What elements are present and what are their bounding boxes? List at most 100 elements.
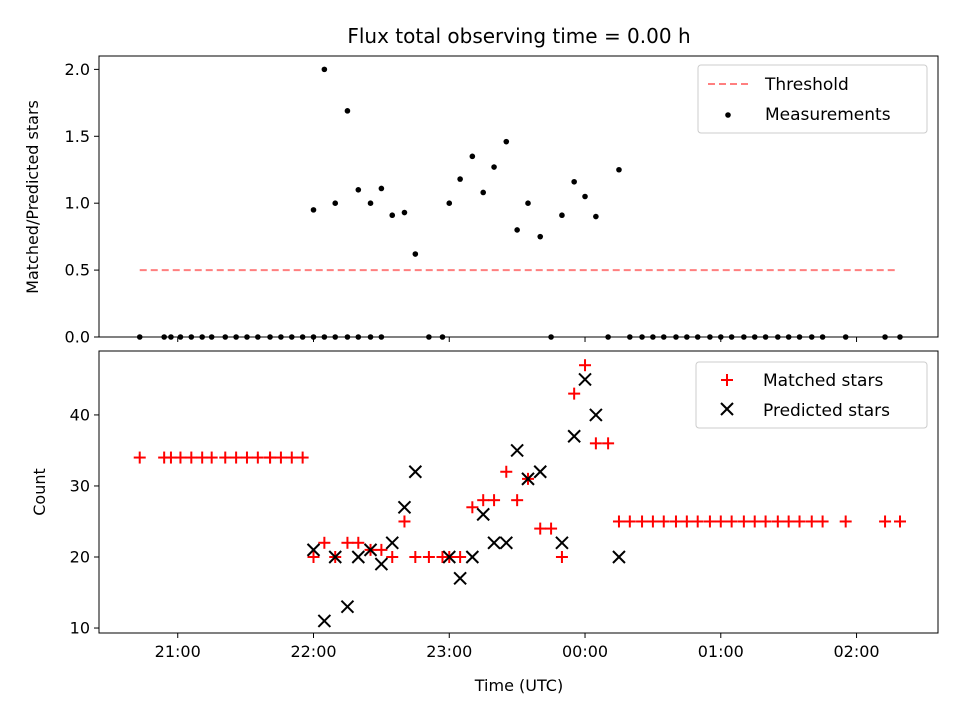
matched-star-marker xyxy=(285,451,298,464)
threshold-legend-label: Threshold xyxy=(764,75,849,95)
matched-star-marker xyxy=(352,536,365,549)
matched-star-marker xyxy=(318,536,331,549)
predicted-star-marker xyxy=(385,536,399,550)
matched-star-marker xyxy=(240,451,253,464)
predicted-star-marker xyxy=(533,465,547,479)
matched-star-marker xyxy=(579,359,592,372)
top-axes-frame xyxy=(98,55,939,338)
predicted-star-marker xyxy=(374,557,389,571)
matched-star-marker xyxy=(725,515,738,528)
measurement-point xyxy=(378,185,385,192)
matched-legend-swatch xyxy=(721,374,733,386)
measurement-point xyxy=(446,200,453,206)
matched-star-marker xyxy=(133,451,146,464)
x-tick-label: 22:00 xyxy=(290,642,336,661)
bottom-legend-box xyxy=(695,361,928,429)
matched-star-marker xyxy=(409,550,422,563)
matched-star-marker xyxy=(545,522,558,535)
predicted-star-marker xyxy=(487,536,501,550)
matched-star-marker xyxy=(805,515,818,528)
matched-star-marker xyxy=(341,536,354,549)
top-legend-box xyxy=(697,64,928,134)
measurement-point xyxy=(355,187,362,193)
top-y-tick-label: 1.5 xyxy=(65,127,90,146)
predicted-star-marker xyxy=(351,550,366,564)
matched-star-marker xyxy=(793,515,806,528)
top-panel: 0.00.51.01.52.0 Matched/Predicted stars … xyxy=(23,55,939,347)
predicted-legend-swatch xyxy=(720,402,734,416)
matched-star-marker xyxy=(398,515,411,528)
matched-star-marker xyxy=(205,451,218,464)
matched-star-marker xyxy=(703,515,716,528)
top-axis-ticks: 0.0 0.5 1.0 1.5 2.0 xyxy=(65,60,858,347)
measurement-point xyxy=(457,176,463,182)
predicted-star-marker xyxy=(340,600,355,614)
matched-star-marker xyxy=(623,515,636,528)
bottom-axis-ticks: 10 20 30 40 21:00 22:00 23:00 00:00 01:00 02:00 xyxy=(70,405,880,661)
matched-star-marker xyxy=(589,437,602,450)
x-tick-label: 01:00 xyxy=(698,642,744,661)
matched-star-marker xyxy=(488,494,501,507)
matched-star-marker xyxy=(691,515,704,528)
measurement-point xyxy=(480,189,487,196)
matched-star-marker xyxy=(759,515,772,528)
matched-star-marker xyxy=(422,550,435,563)
top-legend: Threshold Measurements xyxy=(697,64,928,134)
predicted-star-marker xyxy=(567,429,581,443)
top-y-tick-label: 2.0 xyxy=(65,60,90,79)
predicted-star-marker xyxy=(476,507,490,522)
matched-star-marker xyxy=(230,451,243,464)
measurement-point xyxy=(344,108,351,114)
bottom-y-axis-label: Count xyxy=(30,468,49,516)
matched-star-marker xyxy=(636,515,649,528)
measurement-point xyxy=(412,251,419,257)
matched-star-marker xyxy=(185,451,198,464)
predicted-star-marker xyxy=(589,408,603,422)
matched-star-marker xyxy=(568,387,581,400)
measurement-point xyxy=(616,166,622,173)
matched-star-marker xyxy=(680,515,693,528)
predicted-star-marker xyxy=(397,500,412,514)
measurement-point xyxy=(321,66,328,73)
matched-star-marker xyxy=(375,543,388,556)
matched-star-marker xyxy=(534,522,547,535)
x-axis-label: Time (UTC) xyxy=(474,676,563,695)
measurement-point xyxy=(514,227,520,233)
matched-star-marker xyxy=(737,515,750,528)
matched-star-marker xyxy=(386,550,399,563)
matched-star-marker xyxy=(839,515,852,528)
measurement-point xyxy=(491,164,497,170)
measurement-point xyxy=(401,209,408,216)
matched-star-marker xyxy=(466,501,479,514)
matched-star-marker xyxy=(174,451,187,464)
matched-star-marker xyxy=(782,515,795,528)
top-y-tick-label: 0.5 xyxy=(65,261,90,280)
predicted-star-marker xyxy=(317,614,332,628)
predicted-star-marker xyxy=(499,536,513,550)
measurement-point xyxy=(367,200,374,206)
matched-star-marker xyxy=(296,451,309,464)
measurements-legend-label: Measurements xyxy=(765,105,891,125)
chart-title: Flux total observing time = 0.00 h xyxy=(347,24,690,48)
predicted-star-marker xyxy=(521,472,535,486)
matched-star-marker xyxy=(879,515,892,528)
predicted-star-marker xyxy=(328,550,342,564)
bottom-plot-area xyxy=(133,359,906,628)
measurement-point xyxy=(593,213,599,220)
predicted-star-marker xyxy=(453,571,467,586)
matched-star-marker xyxy=(251,451,264,464)
matched-star-marker xyxy=(511,494,524,507)
measurement-point xyxy=(571,178,577,185)
matched-star-marker xyxy=(555,550,568,563)
measurement-point xyxy=(537,233,544,240)
predicted-star-marker xyxy=(510,443,524,458)
predicted-star-marker xyxy=(442,550,456,564)
matched-star-marker xyxy=(657,515,670,528)
matched-star-marker xyxy=(714,515,727,528)
predicted-legend-label: Predicted stars xyxy=(763,401,890,421)
matched-legend-label: Matched stars xyxy=(763,371,883,391)
measurement-point xyxy=(525,200,531,206)
matched-star-marker xyxy=(602,437,615,450)
x-tick-label: 23:00 xyxy=(426,642,472,661)
